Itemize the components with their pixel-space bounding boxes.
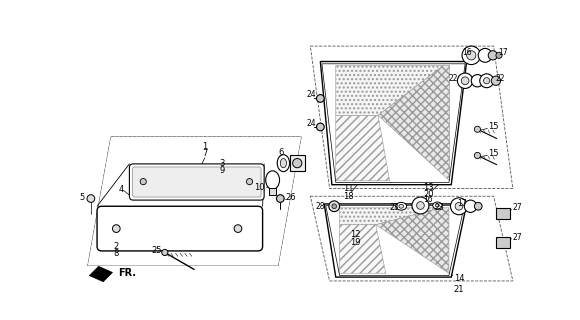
Circle shape bbox=[488, 51, 498, 60]
Text: 21: 21 bbox=[454, 285, 464, 294]
Circle shape bbox=[478, 48, 492, 62]
Text: 22: 22 bbox=[495, 74, 505, 83]
Circle shape bbox=[332, 204, 336, 209]
Circle shape bbox=[293, 158, 302, 168]
Polygon shape bbox=[378, 65, 450, 181]
Polygon shape bbox=[336, 65, 444, 116]
Text: 19: 19 bbox=[350, 238, 360, 247]
FancyBboxPatch shape bbox=[132, 167, 261, 197]
Text: 25: 25 bbox=[152, 246, 162, 255]
Text: 26: 26 bbox=[286, 193, 296, 202]
Bar bbox=[496, 208, 510, 219]
Text: 1: 1 bbox=[202, 142, 208, 151]
Text: 8: 8 bbox=[114, 250, 119, 259]
Ellipse shape bbox=[433, 202, 442, 209]
Circle shape bbox=[496, 52, 502, 59]
Text: 5: 5 bbox=[79, 193, 84, 202]
Bar bbox=[269, 188, 277, 196]
Circle shape bbox=[162, 249, 168, 256]
Polygon shape bbox=[336, 116, 390, 181]
Text: 14: 14 bbox=[454, 274, 464, 283]
Circle shape bbox=[451, 198, 467, 215]
Text: 28: 28 bbox=[316, 202, 325, 211]
Text: 16: 16 bbox=[463, 48, 472, 57]
Text: 17: 17 bbox=[498, 48, 508, 57]
Circle shape bbox=[484, 78, 490, 84]
Circle shape bbox=[113, 225, 120, 232]
Circle shape bbox=[491, 76, 501, 85]
Ellipse shape bbox=[436, 204, 439, 207]
Ellipse shape bbox=[266, 171, 280, 189]
Text: 9: 9 bbox=[219, 166, 224, 175]
Circle shape bbox=[480, 74, 494, 88]
Circle shape bbox=[465, 200, 477, 212]
Circle shape bbox=[462, 46, 480, 65]
Text: 10: 10 bbox=[254, 182, 264, 191]
Circle shape bbox=[277, 195, 284, 203]
Text: 13: 13 bbox=[423, 182, 433, 191]
Circle shape bbox=[472, 75, 484, 87]
Ellipse shape bbox=[396, 203, 407, 210]
Text: 27: 27 bbox=[513, 203, 523, 212]
Polygon shape bbox=[89, 266, 113, 282]
Circle shape bbox=[458, 73, 473, 88]
Circle shape bbox=[461, 77, 469, 84]
Circle shape bbox=[329, 201, 340, 212]
Polygon shape bbox=[340, 208, 440, 225]
Text: 2: 2 bbox=[114, 242, 119, 251]
Polygon shape bbox=[340, 225, 386, 273]
Ellipse shape bbox=[277, 155, 289, 172]
Circle shape bbox=[317, 95, 324, 102]
Bar bbox=[496, 237, 510, 248]
FancyBboxPatch shape bbox=[129, 164, 264, 200]
Text: 17: 17 bbox=[458, 199, 467, 208]
Text: 12: 12 bbox=[350, 230, 360, 239]
Text: 18: 18 bbox=[343, 192, 354, 201]
Ellipse shape bbox=[280, 158, 287, 168]
Circle shape bbox=[140, 179, 146, 185]
Text: 15: 15 bbox=[488, 149, 499, 158]
Circle shape bbox=[467, 51, 476, 60]
Circle shape bbox=[474, 152, 480, 158]
Text: 24: 24 bbox=[306, 119, 316, 128]
Circle shape bbox=[412, 197, 429, 214]
Text: 24: 24 bbox=[306, 90, 316, 99]
Circle shape bbox=[455, 203, 463, 210]
Text: 11: 11 bbox=[343, 184, 354, 193]
Circle shape bbox=[246, 179, 253, 185]
Polygon shape bbox=[376, 208, 449, 273]
Text: 4: 4 bbox=[119, 185, 124, 194]
Text: 16: 16 bbox=[423, 195, 433, 204]
Text: 3: 3 bbox=[219, 159, 224, 168]
Text: 7: 7 bbox=[202, 149, 208, 158]
Text: 23: 23 bbox=[389, 203, 399, 212]
Polygon shape bbox=[320, 61, 467, 185]
Text: 20: 20 bbox=[423, 190, 433, 199]
Text: 23: 23 bbox=[435, 203, 444, 212]
Ellipse shape bbox=[399, 204, 404, 208]
Circle shape bbox=[234, 225, 242, 232]
Text: FR.: FR. bbox=[118, 268, 137, 278]
Polygon shape bbox=[88, 137, 301, 266]
Polygon shape bbox=[324, 204, 467, 277]
Text: 22: 22 bbox=[448, 74, 458, 83]
FancyBboxPatch shape bbox=[97, 206, 263, 251]
Circle shape bbox=[474, 126, 480, 132]
Circle shape bbox=[317, 123, 324, 131]
Text: 27: 27 bbox=[513, 233, 523, 242]
Text: 6: 6 bbox=[278, 148, 284, 157]
Circle shape bbox=[87, 195, 95, 203]
Bar bbox=[289, 156, 305, 171]
Circle shape bbox=[416, 202, 425, 209]
Circle shape bbox=[474, 203, 482, 210]
Text: 15: 15 bbox=[488, 123, 499, 132]
